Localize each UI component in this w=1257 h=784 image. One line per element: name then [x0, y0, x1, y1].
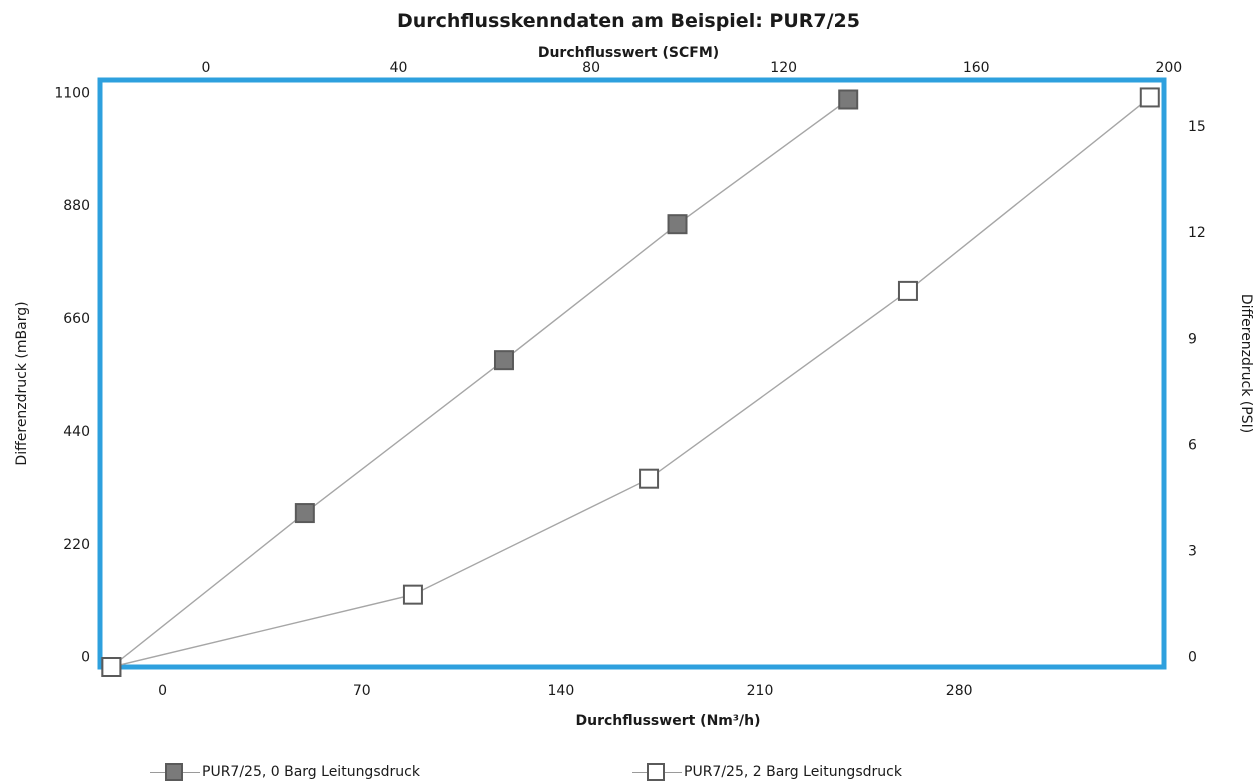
series-line-0 — [110, 98, 849, 668]
x2-tick-label-1: 40 — [390, 60, 408, 76]
x2-axis-title: Durchflusswert (SCFM) — [537, 45, 720, 61]
legend-label-series-1: PUR7/25, 2 Barg Leitungsdruck — [684, 764, 902, 780]
y-tick-label-3: 660 — [63, 311, 90, 327]
y-tick-label-4: 880 — [63, 198, 90, 214]
y-tick-label-5: 1100 — [54, 85, 90, 101]
x-tick-label-3: 210 — [747, 683, 774, 699]
x-tick-label-4: 280 — [946, 683, 973, 699]
series-1-point-1 — [402, 584, 423, 605]
y2-tick-label-4: 12 — [1188, 225, 1206, 241]
plot-frame — [97, 77, 1167, 670]
x-axis-title: Durchflusswert (Nm³/h) — [576, 713, 761, 729]
series-0-point-3 — [667, 214, 688, 235]
chart-title: Durchflusskenndaten am Beispiel: PUR7/25 — [396, 10, 860, 32]
series-line-1 — [111, 96, 1151, 668]
y2-tick-label-0: 0 — [1188, 650, 1197, 666]
y2-tick-label-1: 3 — [1188, 544, 1197, 560]
y-tick-label-0: 0 — [81, 650, 90, 666]
series-1-point-0 — [101, 657, 122, 677]
y2-tick-label-3: 9 — [1188, 331, 1197, 347]
legend-open-square-icon — [632, 762, 682, 782]
series-0-point-4 — [838, 89, 859, 110]
series-1-point-3 — [897, 280, 918, 301]
series-0-point-2 — [493, 350, 514, 371]
x-tick-label-2: 140 — [548, 683, 575, 699]
y2-tick-label-5: 15 — [1188, 119, 1206, 135]
x2-tick-label-2: 80 — [582, 60, 600, 76]
x2-tick-label-5: 200 — [1155, 60, 1182, 76]
x2-tick-label-0: 0 — [201, 60, 210, 76]
series-1-point-2 — [639, 468, 660, 489]
y2-axis-title: Differenzdruck (PSI) — [1238, 294, 1254, 433]
x2-tick-label-4: 160 — [963, 60, 990, 76]
x-tick-label-0: 0 — [158, 683, 167, 699]
y-tick-label-2: 440 — [63, 424, 90, 440]
series-0-point-1 — [294, 503, 315, 524]
legend-item-series-0: PUR7/25, 0 Barg Leitungsdruck — [150, 762, 420, 782]
y-axis-title: Differenzdruck (mBarg) — [14, 301, 30, 465]
x2-tick-label-3: 120 — [770, 60, 797, 76]
y2-tick-label-2: 6 — [1188, 437, 1197, 453]
y-tick-label-1: 220 — [63, 537, 90, 553]
series-1-point-4 — [1139, 87, 1160, 108]
x-tick-label-1: 70 — [353, 683, 371, 699]
legend-item-series-1: PUR7/25, 2 Barg Leitungsdruck — [632, 762, 902, 782]
legend-label-series-0: PUR7/25, 0 Barg Leitungsdruck — [202, 764, 420, 780]
legend-filled-square-icon — [150, 762, 200, 782]
